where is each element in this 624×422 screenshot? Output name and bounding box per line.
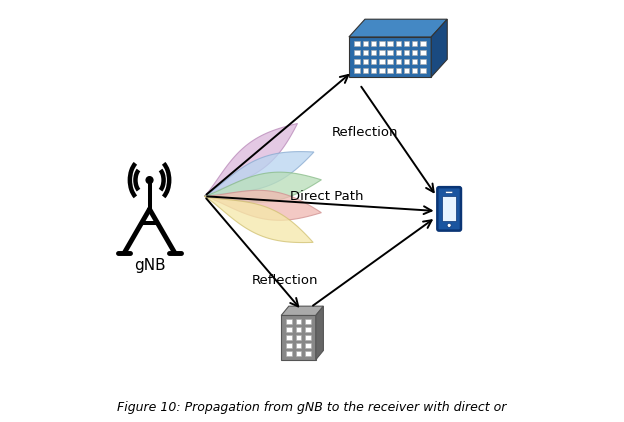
FancyBboxPatch shape (286, 319, 291, 324)
FancyBboxPatch shape (286, 352, 291, 356)
FancyBboxPatch shape (421, 59, 426, 64)
FancyBboxPatch shape (371, 50, 376, 55)
Circle shape (146, 177, 153, 184)
FancyBboxPatch shape (388, 50, 392, 55)
FancyBboxPatch shape (296, 327, 301, 332)
FancyBboxPatch shape (396, 50, 401, 55)
Circle shape (447, 223, 451, 227)
FancyBboxPatch shape (354, 41, 360, 46)
Text: Figure 10: Propagation from gNB to the receiver with direct or: Figure 10: Propagation from gNB to the r… (117, 400, 507, 414)
FancyBboxPatch shape (371, 68, 376, 73)
FancyBboxPatch shape (305, 344, 311, 348)
FancyBboxPatch shape (354, 50, 360, 55)
FancyBboxPatch shape (412, 41, 417, 46)
FancyBboxPatch shape (379, 41, 384, 46)
FancyBboxPatch shape (379, 59, 384, 64)
Polygon shape (349, 19, 447, 37)
FancyBboxPatch shape (305, 319, 311, 324)
FancyBboxPatch shape (404, 41, 409, 46)
FancyBboxPatch shape (363, 41, 368, 46)
Polygon shape (205, 190, 321, 220)
FancyBboxPatch shape (286, 327, 291, 332)
Text: Direct Path: Direct Path (290, 190, 364, 203)
FancyBboxPatch shape (296, 352, 301, 356)
FancyBboxPatch shape (371, 41, 376, 46)
FancyBboxPatch shape (305, 335, 311, 340)
FancyBboxPatch shape (305, 352, 311, 356)
Text: Reflection: Reflection (251, 274, 318, 287)
FancyBboxPatch shape (363, 50, 368, 55)
FancyBboxPatch shape (371, 59, 376, 64)
FancyBboxPatch shape (379, 50, 384, 55)
FancyBboxPatch shape (396, 41, 401, 46)
FancyBboxPatch shape (388, 59, 392, 64)
FancyBboxPatch shape (421, 41, 426, 46)
FancyBboxPatch shape (396, 68, 401, 73)
Polygon shape (281, 315, 316, 360)
Polygon shape (316, 306, 323, 360)
Text: Reflection: Reflection (331, 127, 398, 139)
FancyBboxPatch shape (404, 50, 409, 55)
FancyBboxPatch shape (421, 50, 426, 55)
FancyBboxPatch shape (404, 59, 409, 64)
FancyBboxPatch shape (412, 68, 417, 73)
FancyBboxPatch shape (379, 68, 384, 73)
FancyBboxPatch shape (412, 59, 417, 64)
FancyBboxPatch shape (296, 335, 301, 340)
FancyBboxPatch shape (286, 344, 291, 348)
FancyBboxPatch shape (437, 187, 461, 230)
Polygon shape (431, 19, 447, 77)
Polygon shape (205, 196, 313, 243)
FancyBboxPatch shape (388, 68, 392, 73)
Polygon shape (205, 172, 321, 202)
Polygon shape (205, 124, 298, 196)
FancyBboxPatch shape (296, 344, 301, 348)
Polygon shape (205, 151, 314, 196)
FancyBboxPatch shape (421, 68, 426, 73)
Text: gNB: gNB (134, 258, 165, 273)
FancyBboxPatch shape (305, 327, 311, 332)
FancyBboxPatch shape (296, 319, 301, 324)
FancyBboxPatch shape (404, 68, 409, 73)
Polygon shape (281, 306, 323, 315)
FancyBboxPatch shape (354, 59, 360, 64)
FancyBboxPatch shape (286, 335, 291, 340)
FancyBboxPatch shape (388, 41, 392, 46)
FancyBboxPatch shape (363, 68, 368, 73)
FancyBboxPatch shape (442, 196, 456, 221)
FancyBboxPatch shape (412, 50, 417, 55)
Polygon shape (349, 37, 431, 77)
FancyBboxPatch shape (363, 59, 368, 64)
FancyBboxPatch shape (446, 192, 452, 193)
FancyBboxPatch shape (354, 68, 360, 73)
FancyBboxPatch shape (396, 59, 401, 64)
